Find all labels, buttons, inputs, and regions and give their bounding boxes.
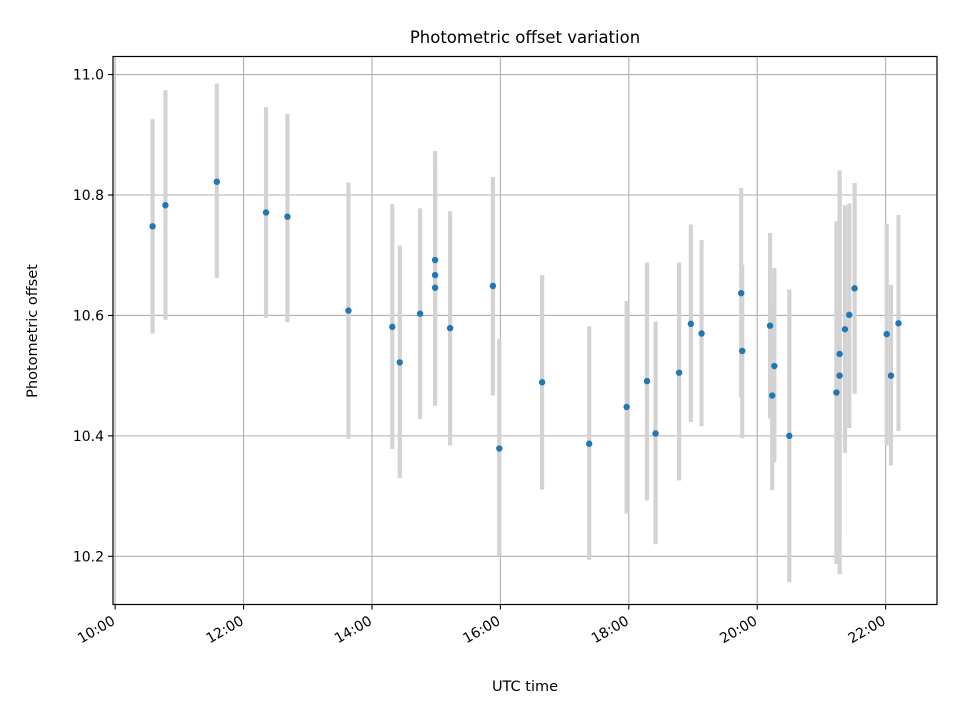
data-point: [846, 311, 853, 319]
data-point: [431, 284, 439, 291]
data-point: [396, 359, 403, 366]
y-tick-label: 10.4: [73, 429, 104, 445]
data-point: [786, 432, 793, 440]
x-axis-label: UTC time: [492, 679, 558, 695]
data-point: [162, 202, 169, 209]
data-point: [675, 369, 683, 376]
y-tick-label: 10.6: [73, 308, 104, 324]
data-point: [739, 347, 746, 355]
data-point: [836, 372, 843, 379]
grid: [113, 56, 937, 605]
data-point: [836, 350, 843, 358]
data-point: [538, 379, 546, 386]
data-point: [586, 440, 593, 447]
data-point: [213, 178, 221, 185]
data-point: [345, 307, 352, 314]
data-point: [687, 320, 695, 328]
data-point: [895, 320, 902, 327]
data-point: [489, 282, 497, 290]
chart-title: Photometric offset variation: [410, 28, 640, 47]
data-point: [887, 372, 895, 379]
data-point: [851, 285, 858, 292]
data-point: [771, 362, 778, 370]
data-point: [284, 213, 291, 220]
data-point: [149, 223, 156, 230]
y-axis: 10.2 10.4 10.6 10.8 11.0: [73, 68, 113, 565]
y-tick-label: 11.0: [73, 68, 104, 84]
y-tick-label: 10.2: [73, 549, 104, 565]
data-point: [431, 271, 439, 279]
data-point: [262, 209, 270, 216]
data-point: [769, 392, 776, 399]
data-point: [431, 256, 439, 264]
data-point: [652, 430, 659, 437]
data-point: [623, 403, 630, 411]
data-point: [841, 326, 849, 333]
data-point: [698, 330, 705, 337]
data-point: [446, 324, 454, 332]
plot-frame: [112, 55, 938, 606]
y-axis-label: Photometric offset: [25, 264, 41, 398]
data-point: [883, 330, 890, 338]
data-point: [496, 445, 503, 452]
data-point: [389, 323, 396, 331]
data-point: [643, 377, 651, 385]
y-tick-label: 10.8: [73, 188, 104, 204]
data-point: [737, 289, 745, 297]
data-point: [833, 389, 840, 396]
data-point: [416, 310, 424, 317]
data-points: [149, 178, 902, 452]
data-point: [766, 322, 774, 329]
